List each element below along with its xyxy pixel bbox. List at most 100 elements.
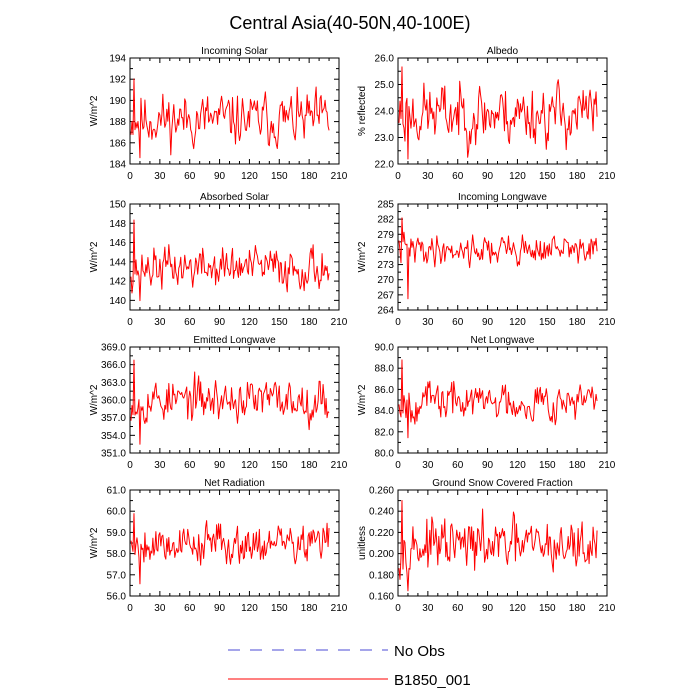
y-tick-label: 190	[109, 96, 126, 107]
x-tick-label: 150	[271, 171, 288, 182]
y-axis-label: W/m^2	[357, 241, 368, 272]
y-tick-label: 354.0	[101, 431, 126, 442]
x-tick-label: 120	[509, 460, 526, 471]
x-tick-label: 120	[241, 317, 258, 328]
x-tick-label: 180	[569, 460, 586, 471]
panel-title: Emitted Longwave	[193, 335, 276, 346]
y-tick-label: 363.0	[101, 378, 126, 389]
series-line-b1850-001	[130, 359, 330, 445]
x-tick-label: 0	[395, 603, 401, 614]
plot-frame	[129, 57, 340, 165]
panel-net-radiation: Net Radiation 0 30 60 90 120 150 180 210 56.0 57.0…	[89, 478, 348, 614]
x-tick-label: 90	[214, 460, 226, 471]
x-tick-label: 180	[569, 603, 586, 614]
y-tick-label: 80.0	[375, 449, 395, 460]
x-tick-label: 90	[482, 603, 494, 614]
y-tick-label: 60.0	[107, 507, 127, 518]
y-tick-label: 351.0	[101, 449, 126, 460]
x-tick-label: 210	[331, 171, 348, 182]
y-tick-label: 82.0	[375, 427, 395, 438]
y-tick-label: 148	[109, 219, 126, 230]
x-tick-label: 60	[452, 603, 464, 614]
y-tick-label: 285	[377, 200, 394, 211]
panel-title: Absorbed Solar	[200, 192, 270, 203]
y-tick-label: 186	[109, 138, 126, 149]
x-tick-label: 180	[301, 171, 318, 182]
plot-frame	[397, 346, 608, 454]
x-tick-label: 30	[422, 171, 434, 182]
series-line-b1850-001	[398, 359, 598, 439]
y-tick-label: 140	[109, 296, 126, 307]
y-tick-label: 282	[377, 215, 394, 226]
x-tick-label: 30	[422, 460, 434, 471]
x-tick-label: 150	[271, 317, 288, 328]
x-tick-label: 210	[331, 460, 348, 471]
x-tick-label: 0	[127, 171, 133, 182]
y-tick-label: 360.0	[101, 396, 126, 407]
y-tick-label: 276	[377, 245, 394, 256]
panel-title: Net Longwave	[471, 335, 535, 346]
y-tick-label: 24.0	[375, 107, 395, 118]
plot-frame	[397, 57, 608, 165]
x-tick-label: 60	[184, 317, 196, 328]
x-tick-label: 150	[271, 603, 288, 614]
x-tick-label: 60	[184, 460, 196, 471]
y-tick-label: 192	[109, 75, 126, 86]
panel-incoming-longwave: Incoming Longwave 0 30 60 90 120 150 180 210 264 2…	[357, 192, 616, 328]
y-tick-label: 279	[377, 230, 394, 241]
x-tick-label: 0	[127, 460, 133, 471]
x-tick-label: 150	[271, 460, 288, 471]
y-tick-label: 0.200	[369, 549, 394, 560]
x-tick-label: 210	[599, 460, 616, 471]
y-tick-label: 0.260	[369, 486, 394, 497]
x-tick-label: 0	[127, 603, 133, 614]
panels-group: Incoming Solar 0 30 60 90 120 150 180 210 184 186 1…	[89, 46, 616, 614]
legend: No Obs B1850_001	[228, 643, 471, 689]
x-tick-label: 180	[301, 317, 318, 328]
y-axis-label: W/m^2	[89, 241, 100, 272]
y-tick-label: 58.0	[107, 549, 127, 560]
x-tick-label: 30	[154, 603, 166, 614]
panel-title: Ground Snow Covered Fraction	[432, 478, 573, 489]
y-tick-label: 90.0	[375, 343, 395, 354]
legend-label-no-obs: No Obs	[394, 643, 445, 660]
x-tick-label: 210	[599, 317, 616, 328]
y-tick-label: 273	[377, 260, 394, 271]
y-tick-label: 59.0	[107, 528, 127, 539]
series-line-b1850-001	[398, 499, 598, 592]
y-tick-label: 369.0	[101, 343, 126, 354]
x-tick-label: 210	[331, 317, 348, 328]
x-tick-label: 90	[214, 171, 226, 182]
panel-absorbed-solar: Absorbed Solar 0 30 60 90 120 150 180 210 140 142 1…	[89, 192, 348, 328]
series-line-b1850-001	[130, 219, 330, 302]
y-tick-label: 25.0	[375, 80, 395, 91]
x-tick-label: 90	[482, 317, 494, 328]
y-tick-label: 264	[377, 306, 394, 317]
y-tick-label: 150	[109, 200, 126, 211]
figure-title: Central Asia(40-50N,40-100E)	[229, 13, 470, 33]
panel-title: Incoming Solar	[201, 46, 268, 57]
y-tick-label: 0.240	[369, 507, 394, 518]
x-tick-label: 120	[509, 317, 526, 328]
x-tick-label: 90	[214, 317, 226, 328]
x-tick-label: 120	[509, 603, 526, 614]
x-tick-label: 0	[395, 171, 401, 182]
panel-ground-snow-covered-fraction: Ground Snow Covered Fraction 0 30 60 90 120 15…	[357, 478, 616, 614]
plot-frame	[397, 203, 608, 311]
x-tick-label: 120	[509, 171, 526, 182]
y-tick-label: 0.220	[369, 528, 394, 539]
x-tick-label: 150	[539, 171, 556, 182]
y-axis-label: W/m^2	[89, 527, 100, 558]
x-tick-label: 120	[241, 603, 258, 614]
y-tick-label: 0.160	[369, 592, 394, 603]
x-tick-label: 150	[539, 317, 556, 328]
y-tick-label: 0.180	[369, 570, 394, 581]
x-tick-label: 210	[599, 171, 616, 182]
x-tick-label: 90	[482, 171, 494, 182]
x-tick-label: 30	[154, 171, 166, 182]
y-axis-label: W/m^2	[357, 384, 368, 415]
y-tick-label: 194	[109, 54, 126, 65]
x-tick-label: 90	[214, 603, 226, 614]
series-line-b1850-001	[398, 66, 598, 160]
panel-emitted-longwave: Emitted Longwave 0 30 60 90 120 150 180 210 351.0…	[89, 335, 348, 471]
